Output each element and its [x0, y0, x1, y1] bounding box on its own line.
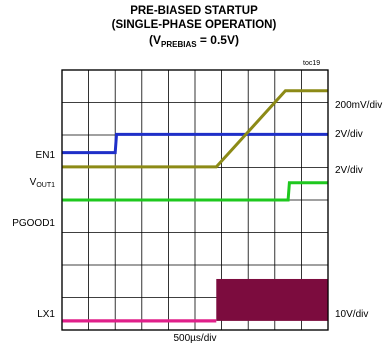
figure-tag: toc19: [303, 60, 321, 67]
trace-vout1: [62, 89, 328, 169]
label-vout1: VOUT1: [29, 177, 55, 189]
chart-title: PRE-BIASED STARTUP: [130, 5, 258, 17]
label-pgood1: PGOOD1: [12, 218, 55, 229]
scale-vout1: 200mV/div: [335, 100, 383, 111]
scale-pgood1: 2V/div: [335, 165, 363, 176]
chart-subtitle: (SINGLE-PHASE OPERATION): [111, 19, 277, 31]
scale-lx1: 10V/div: [335, 309, 369, 320]
chart-condition: (VPREBIAS = 0.5V): [149, 33, 239, 49]
trace-lx1-switching: [216, 278, 328, 321]
scale-en1: 2V/div: [335, 129, 363, 140]
label-lx1: LX1: [37, 309, 55, 320]
plot-border: [61, 69, 329, 331]
trace-en1: [62, 132, 328, 155]
trace-pgood1: [62, 181, 328, 202]
x-axis-label: 500µs/div: [173, 333, 217, 344]
label-en1: EN1: [35, 150, 55, 161]
